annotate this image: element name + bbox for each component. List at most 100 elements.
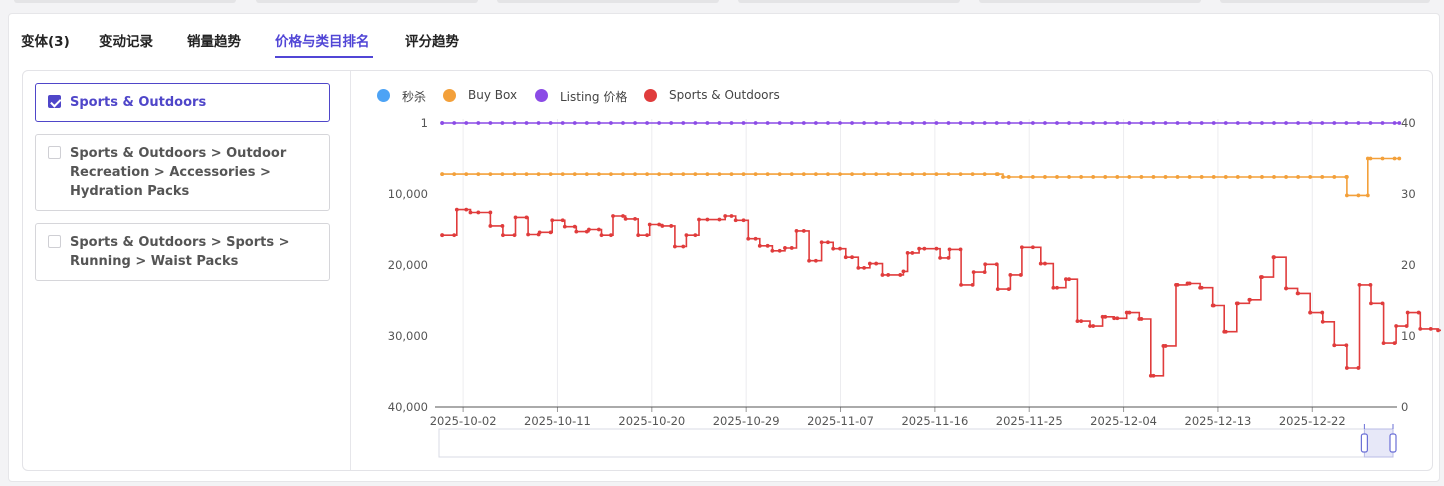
data-point: [1103, 314, 1108, 319]
data-point: [886, 172, 891, 177]
data-point: [633, 172, 637, 177]
x-tick-label: 2025-10-20: [618, 414, 685, 428]
data-point: [464, 207, 469, 212]
data-point: [1115, 316, 1120, 321]
checkbox-checked-icon[interactable]: [48, 95, 61, 108]
data-point: [1161, 344, 1166, 348]
data-point: [917, 246, 922, 251]
tab-price-category-rank[interactable]: 价格与类目排名: [275, 34, 370, 50]
y-right-tick-label: 30: [1401, 187, 1416, 201]
active-tab-indicator: [275, 56, 373, 58]
data-point: [440, 121, 445, 125]
data-point: [587, 227, 591, 232]
data-point: [757, 243, 762, 248]
data-point: [934, 246, 939, 251]
data-point: [1271, 255, 1276, 260]
data-point: [524, 121, 529, 125]
category-option-hydration-packs[interactable]: Sports & Outdoors > Outdoor Recreation >…: [35, 134, 330, 211]
data-point: [1187, 175, 1192, 179]
data-point: [1369, 301, 1373, 306]
data-point: [1260, 175, 1264, 179]
data-point: [1091, 324, 1096, 328]
data-point: [1368, 156, 1373, 161]
data-point: [548, 172, 553, 177]
data-point: [599, 233, 604, 238]
data-point: [1259, 275, 1263, 279]
data-point: [819, 240, 824, 245]
data-point: [1392, 341, 1397, 345]
checkbox-icon[interactable]: [48, 146, 61, 159]
category-option-sports-outdoors[interactable]: Sports & Outdoors: [35, 83, 330, 122]
zoom-handle-right[interactable]: [1389, 433, 1397, 453]
tab-sales-trend[interactable]: 销量趋势: [187, 34, 241, 50]
data-point: [693, 172, 698, 177]
data-point: [1175, 121, 1180, 125]
zoom-slider-window[interactable]: [1363, 428, 1394, 458]
data-point: [1030, 121, 1035, 125]
data-point: [636, 233, 641, 238]
data-point: [647, 222, 652, 227]
category-label: Sports & Outdoors: [70, 95, 207, 110]
top-strip: [0, 0, 1444, 6]
data-point: [1064, 277, 1068, 282]
tab-rating-trend[interactable]: 评分趋势: [405, 34, 459, 50]
data-point: [476, 210, 481, 215]
data-point: [584, 172, 589, 177]
data-point: [741, 121, 746, 125]
zoom-handle-left[interactable]: [1360, 433, 1368, 453]
data-point: [464, 121, 469, 125]
category-label: Sports & Outdoors > Sports > Running > W…: [70, 235, 290, 269]
legend-dot-icon: [377, 89, 390, 102]
data-point: [862, 172, 867, 177]
x-tick-label: 2025-12-22: [1279, 414, 1346, 428]
data-point: [537, 230, 542, 235]
data-point: [729, 121, 734, 125]
data-point: [801, 121, 806, 125]
data-point: [452, 121, 457, 125]
checkbox-icon[interactable]: [48, 235, 61, 248]
data-point: [1151, 373, 1156, 378]
data-point: [838, 172, 842, 177]
data-point: [1091, 175, 1096, 179]
data-point: [753, 236, 758, 241]
tab-variants[interactable]: 变体(3): [21, 34, 70, 50]
data-point: [1296, 121, 1301, 125]
data-point: [1332, 175, 1337, 179]
data-point: [550, 218, 555, 223]
data-point: [1416, 310, 1421, 315]
data-point: [1051, 285, 1056, 290]
data-point: [922, 246, 927, 251]
data-point: [813, 121, 818, 125]
data-point: [609, 233, 613, 238]
data-point: [633, 216, 637, 221]
x-tick-label: 2025-11-16: [901, 414, 968, 428]
data-point: [1163, 175, 1168, 179]
category-label: Sports & Outdoors > Outdoor Recreation >…: [70, 146, 287, 199]
data-point: [1018, 121, 1023, 125]
data-point: [669, 224, 674, 228]
data-point: [733, 218, 738, 223]
data-point: [584, 121, 589, 125]
data-point: [596, 121, 601, 125]
zoom-slider-track[interactable]: [438, 428, 1394, 458]
data-point: [959, 282, 963, 287]
data-point: [1405, 310, 1410, 315]
data-point: [910, 251, 915, 255]
data-point: [513, 215, 518, 220]
data-point: [789, 172, 794, 177]
category-option-waist-packs[interactable]: Sports & Outdoors > Sports > Running > W…: [35, 223, 330, 281]
product-detail-panel: 变体(3) 变动记录 销量趋势 价格与类目排名 评分趋势 Sports & Ou…: [8, 13, 1441, 482]
series-line-buy-box: [442, 157, 1400, 197]
data-point: [476, 172, 481, 177]
data-point: [1187, 121, 1192, 125]
tab-bar: 变体(3) 变动记录 销量趋势 价格与类目排名 评分趋势: [9, 14, 609, 60]
data-point: [1091, 121, 1096, 125]
data-point: [609, 121, 613, 125]
data-point: [1198, 285, 1203, 290]
data-point: [672, 244, 677, 249]
data-point: [1211, 121, 1216, 125]
data-point: [1295, 291, 1300, 296]
data-point: [1404, 324, 1409, 328]
data-point: [1223, 121, 1228, 125]
tab-change-log[interactable]: 变动记录: [99, 34, 153, 50]
